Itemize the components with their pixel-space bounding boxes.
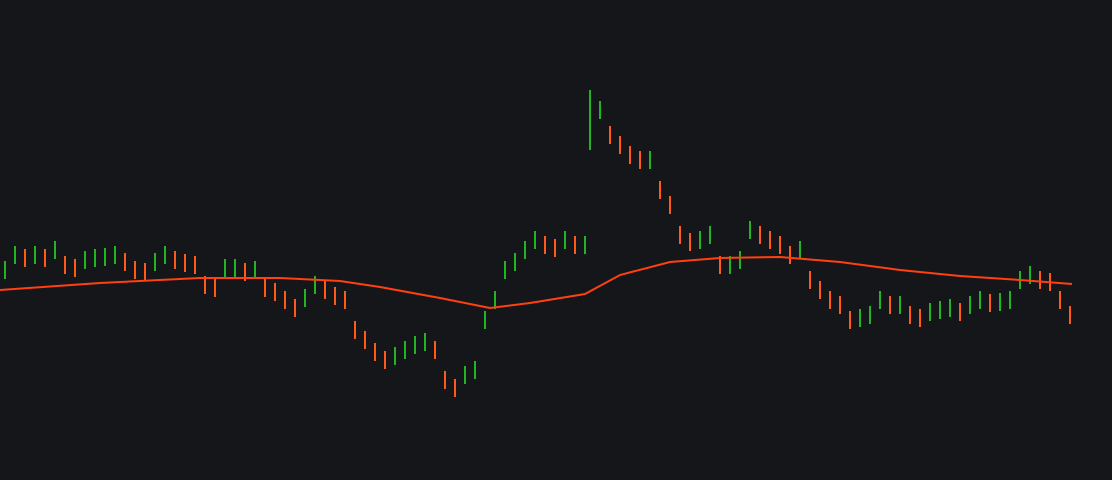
moving-average [0, 255, 1073, 310]
